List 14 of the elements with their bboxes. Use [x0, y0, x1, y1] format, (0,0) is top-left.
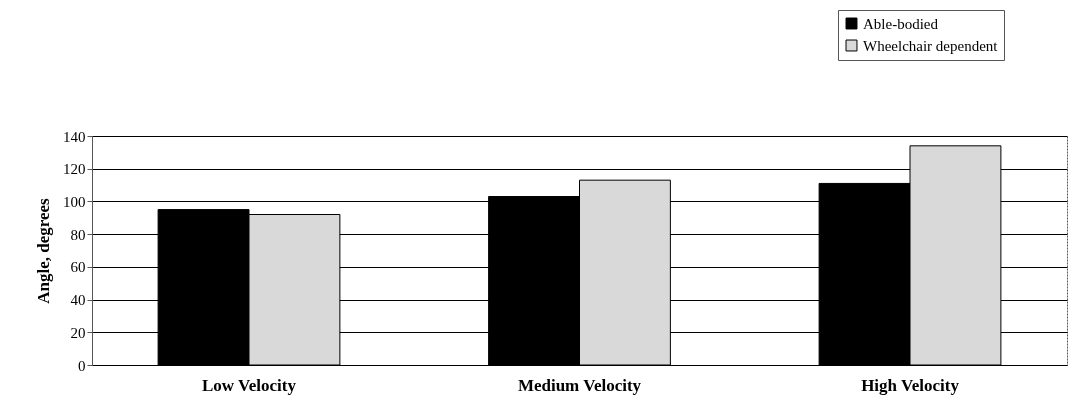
y-tick-label: 60: [70, 259, 86, 276]
y-tick-label: 0: [78, 357, 86, 374]
y-tick-label: 20: [70, 324, 86, 341]
y-tick-label: 40: [70, 292, 86, 309]
x-tick-label: Medium Velocity: [517, 375, 642, 395]
x-tick-label: Low Velocity: [202, 375, 297, 395]
y-tick-label: 100: [63, 193, 86, 210]
y-tick-label: 120: [63, 161, 86, 178]
y-axis-title: Angle, degrees: [34, 197, 53, 304]
x-tick-label: High Velocity: [861, 375, 960, 395]
y-tick-label: 80: [70, 226, 86, 243]
legend-label: Wheelchair dependent: [863, 37, 999, 54]
legend-label: Able-bodied: [863, 15, 939, 32]
y-tick-label: 140: [63, 128, 86, 145]
